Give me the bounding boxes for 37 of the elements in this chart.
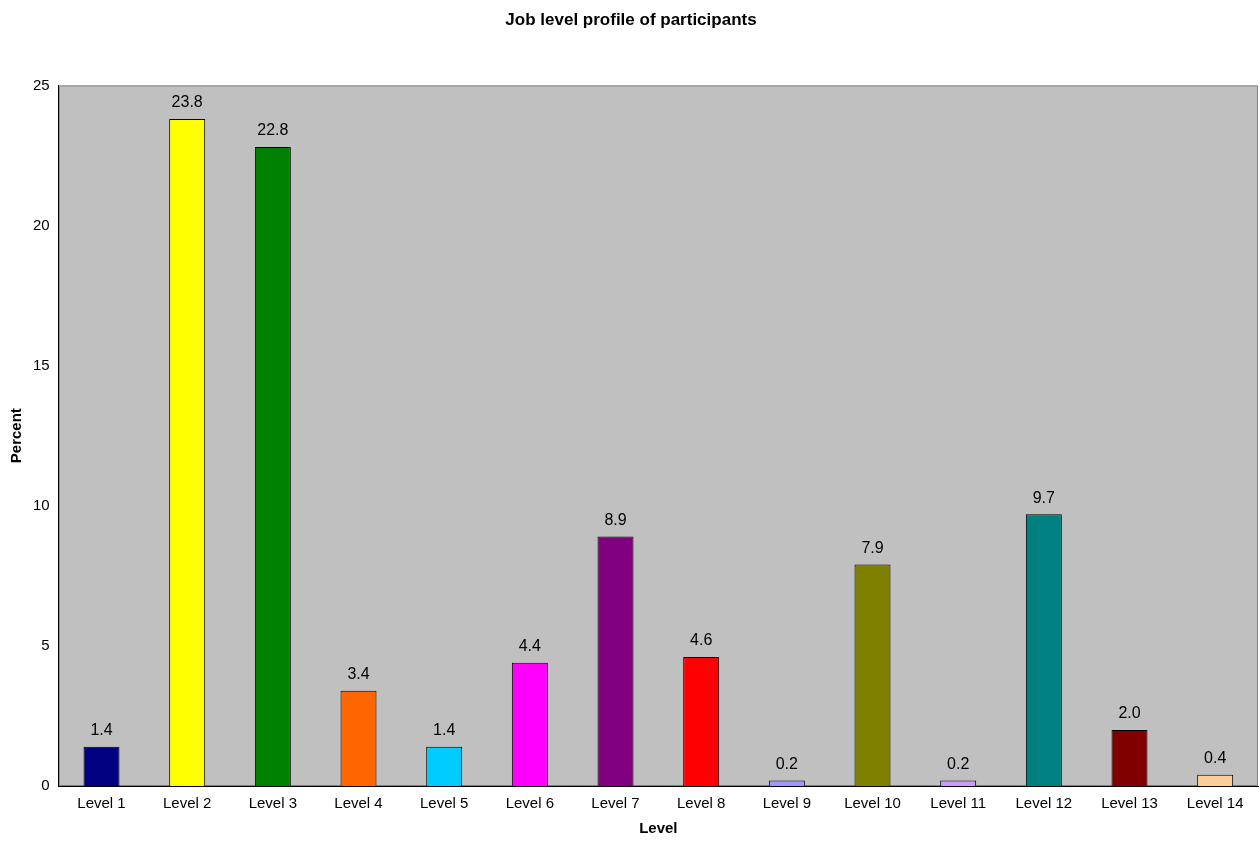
data-label: 1.4 <box>433 721 456 739</box>
x-tick-label: Level 7 <box>591 794 640 812</box>
data-label: 7.9 <box>861 539 884 557</box>
y-tick-label: 10 <box>33 495 50 513</box>
chart-title: Job level profile of participants <box>505 9 757 29</box>
data-label: 1.4 <box>90 721 113 739</box>
x-tick-label: Level 13 <box>1101 794 1158 812</box>
y-tick-label: 25 <box>33 75 50 93</box>
data-label: 9.7 <box>1032 488 1056 506</box>
data-label: 22.8 <box>257 121 289 139</box>
y-tick-label: 5 <box>41 636 50 654</box>
x-tick-label: Level 6 <box>505 794 555 812</box>
data-label: 23.8 <box>171 93 203 111</box>
x-tick-label: Level 4 <box>334 794 383 812</box>
data-label: 2.0 <box>1118 704 1141 722</box>
x-tick-label: Level 12 <box>1015 794 1073 812</box>
data-label: 0.2 <box>775 754 799 772</box>
x-tick-label: Level 2 <box>163 794 212 812</box>
x-tick-label: Level 10 <box>844 794 901 812</box>
y-tick-label: 15 <box>33 355 50 373</box>
x-tick-label: Level 9 <box>762 794 812 812</box>
data-label: 4.4 <box>518 637 542 655</box>
data-label: 0.4 <box>1204 749 1227 767</box>
x-tick-label: Level 1 <box>77 794 126 812</box>
y-axis-title: Percent <box>7 408 25 464</box>
data-label: 0.2 <box>947 754 970 772</box>
x-tick-label: Level 11 <box>930 794 986 812</box>
data-label: 8.9 <box>604 510 627 528</box>
x-tick-label: Level 8 <box>676 794 726 812</box>
x-tick-label: Level 5 <box>419 794 469 812</box>
data-label: 3.4 <box>347 665 370 683</box>
data-label: 4.6 <box>690 631 713 649</box>
x-axis-title: Level <box>639 819 678 837</box>
x-tick-label: Level 14 <box>1186 794 1244 812</box>
x-tick-label: Level 3 <box>248 794 298 812</box>
y-tick-label: 0 <box>41 776 50 794</box>
y-tick-label: 20 <box>33 215 50 233</box>
